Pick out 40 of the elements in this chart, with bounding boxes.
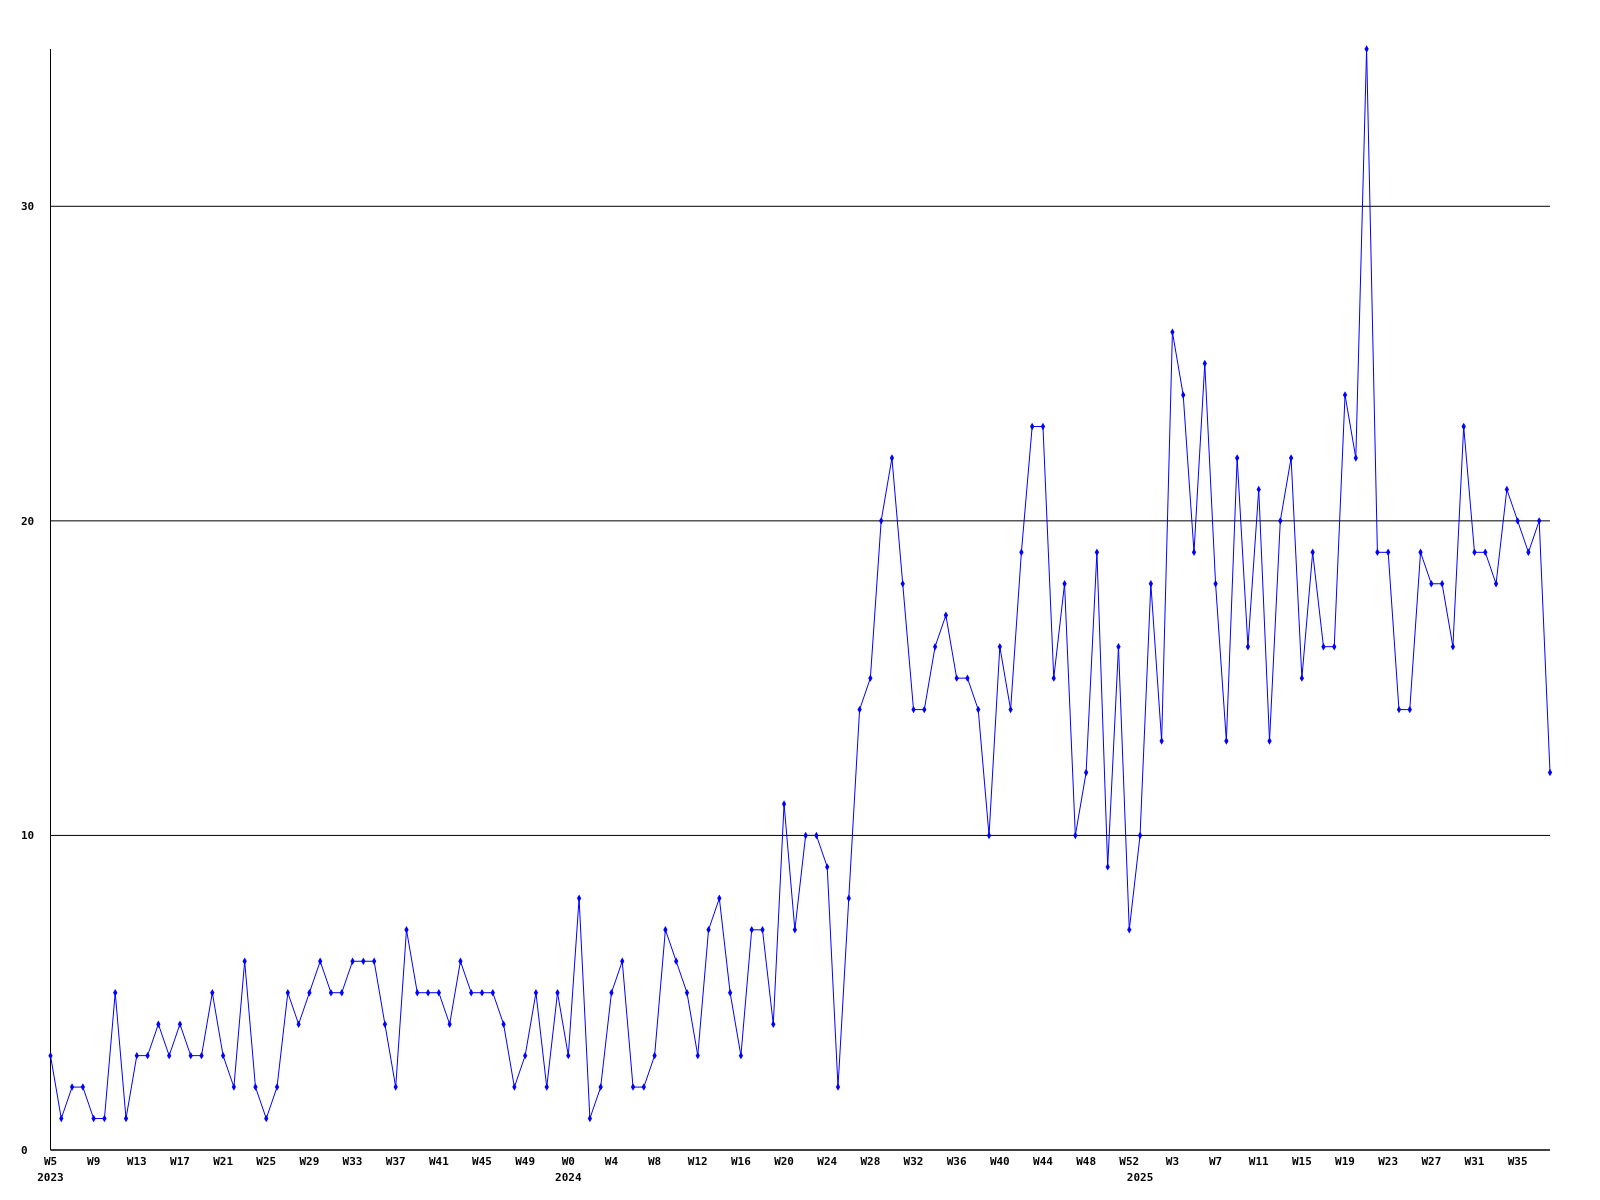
x-tick-label: W48 <box>1076 1155 1097 1168</box>
x-tick-label: W41 <box>428 1155 450 1168</box>
x-tick-label: W16 <box>730 1155 752 1168</box>
x-tick-label: W9 <box>87 1155 101 1168</box>
x-tick-label: W32 <box>903 1155 924 1168</box>
x-tick-label: W29 <box>299 1155 320 1168</box>
x-tick-label: W24 <box>817 1155 838 1168</box>
x-tick-label: W40 <box>989 1155 1010 1168</box>
x-tick-label: W19 <box>1335 1155 1355 1168</box>
x-tick-label: W49 <box>515 1155 536 1168</box>
x-tick-label: W21 <box>213 1155 234 1168</box>
y-tick-label: 30 <box>21 200 35 214</box>
x-tick-label: W0 2024 <box>555 1155 582 1184</box>
x-tick-label: W33 <box>342 1155 363 1168</box>
x-tick-label: W20 <box>774 1155 795 1168</box>
x-tick-label: W5 2023 <box>37 1155 64 1184</box>
x-tick-label: W52 <box>1119 1155 1140 1168</box>
x-tick-label: W4 <box>604 1155 619 1168</box>
x-tick-label: W25 <box>256 1155 277 1168</box>
x-tick-label: W45 <box>472 1155 492 1168</box>
x-tick-label: W8 <box>647 1155 662 1168</box>
x-tick-label: 2025 <box>1126 1171 1154 1184</box>
x-tick-label: W37 <box>385 1155 406 1168</box>
x-tick-label: W44 <box>1033 1155 1054 1168</box>
x-tick-label: W17 <box>170 1155 190 1168</box>
x-tick-label: W36 <box>946 1155 967 1168</box>
x-tick-label: W27 <box>1421 1155 1442 1168</box>
y-tick-label: 10 <box>21 829 35 843</box>
x-tick-label: W11 <box>1248 1155 1270 1168</box>
x-tick-label: W35 <box>1507 1155 1528 1168</box>
x-tick-label: W7 <box>1208 1155 1223 1168</box>
x-tick-label: W31 <box>1464 1155 1485 1168</box>
x-tick-label: W13 <box>126 1155 147 1168</box>
x-tick-label: W15 <box>1291 1155 1312 1168</box>
x-tick-label: W28 <box>860 1155 881 1168</box>
x-tick-label: W23 <box>1378 1155 1399 1168</box>
x-tick-label: W12 <box>687 1155 708 1168</box>
x-tick-label: W3 <box>1165 1155 1180 1168</box>
y-tick-label: 20 <box>21 514 35 528</box>
y-tick-label: 0 <box>21 1143 28 1157</box>
